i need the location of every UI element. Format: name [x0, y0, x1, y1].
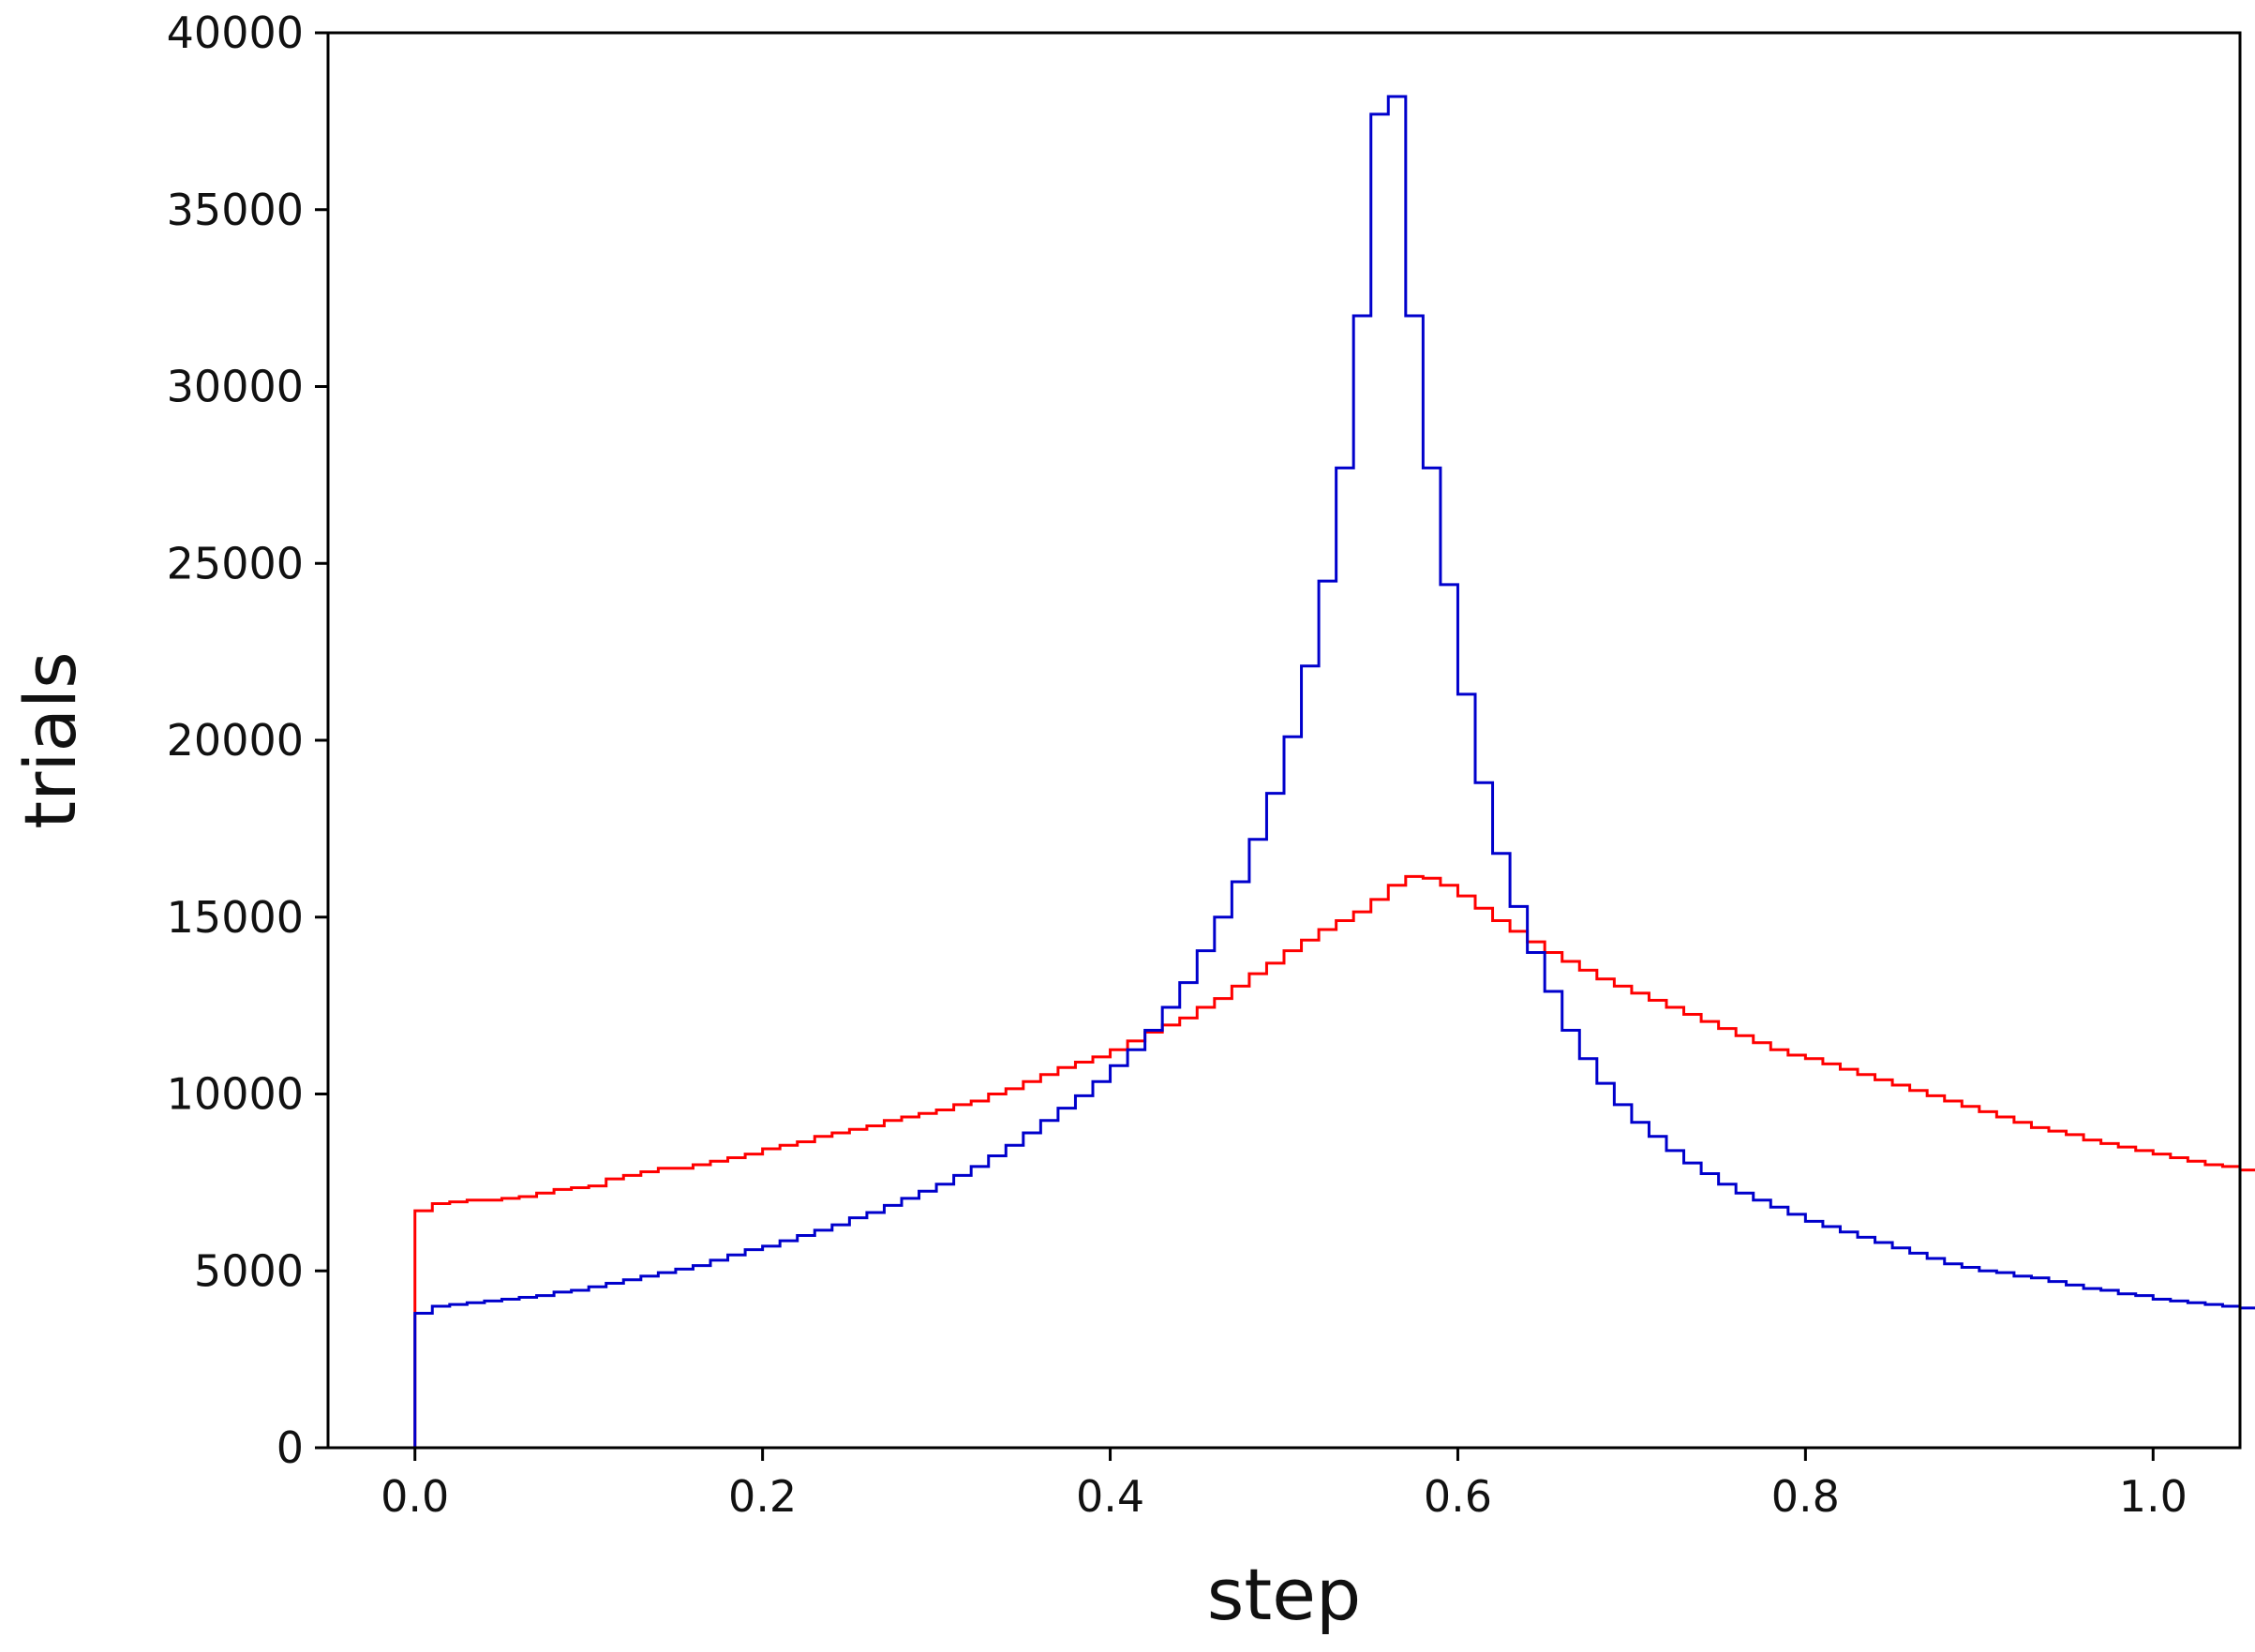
x-tick-label: 0.0	[381, 1471, 449, 1522]
y-tick-label: 0	[276, 1422, 304, 1473]
x-axis-title: step	[1207, 1553, 1361, 1636]
y-tick-label: 35000	[167, 185, 304, 235]
y-tick-label: 25000	[167, 538, 304, 588]
x-tick-label: 0.2	[728, 1471, 797, 1522]
x-tick-label: 0.8	[1771, 1471, 1840, 1522]
series-line-1	[413, 874, 2255, 1448]
y-tick-label: 40000	[167, 7, 304, 58]
y-tick-label: 5000	[194, 1245, 304, 1296]
series-layer	[413, 95, 2255, 1448]
y-tick-label: 20000	[167, 715, 304, 766]
x-tick-label: 0.4	[1076, 1471, 1144, 1522]
x-tick-label: 1.0	[2119, 1471, 2188, 1522]
y-tick-label: 30000	[167, 362, 304, 412]
x-tick-label: 0.6	[1424, 1471, 1492, 1522]
y-tick-label: 10000	[167, 1069, 304, 1120]
series-line-2	[413, 95, 2255, 1448]
y-axis: 0 5000 10000 15000 20000 25000 30000 35000 40000	[167, 7, 328, 1473]
x-axis: 0.0 0.2 0.4 0.6 0.8 1.0	[381, 1448, 2188, 1522]
y-axis-title: trials	[8, 651, 92, 828]
y-tick-label: 15000	[167, 892, 304, 943]
